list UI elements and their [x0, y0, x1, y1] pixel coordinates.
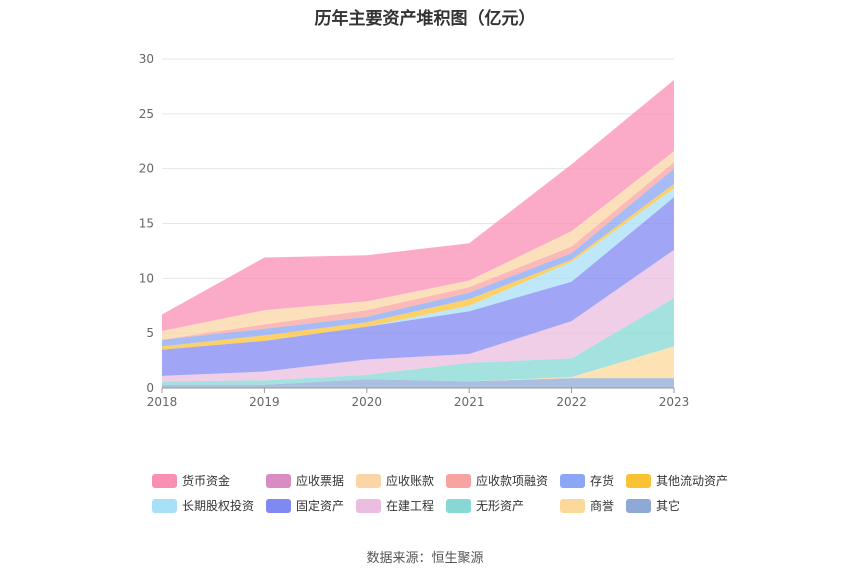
chart-legend: 货币资金 应收票据 应收账款 应收款项融资 存货 其他流动资产长期股权投资 固定资产 在建工程… [152, 472, 732, 514]
x-tick-label: 2018 [147, 395, 178, 409]
legend-swatch [626, 473, 651, 488]
area-series [162, 298, 674, 385]
legend-item[interactable]: 应收账款 [356, 472, 438, 489]
chart-title: 历年主要资产堆积图（亿元） [314, 9, 536, 29]
legend-label: 货币资金 [182, 474, 231, 488]
legend-swatch [356, 498, 381, 513]
x-tick-label: 2022 [556, 395, 587, 409]
area-series [162, 378, 674, 388]
stacked-area-chart: 0 5 10 15 20 25 30 2018 2019 2020 2021 2022 2023 [139, 52, 690, 409]
legend-label: 应收款项融资 [476, 474, 549, 488]
legend-label: 存货 [590, 474, 615, 488]
legend-label: 商誉 [590, 499, 615, 513]
area-series [162, 151, 674, 340]
legend-swatch [152, 498, 177, 513]
legend-swatch [152, 473, 177, 488]
y-tick-label: 5 [146, 326, 154, 340]
legend-item[interactable]: 应收票据 [266, 472, 348, 489]
legend-swatch [560, 498, 585, 513]
area-series [162, 188, 674, 350]
area-series [162, 168, 674, 347]
legend-label: 其他流动资产 [656, 474, 729, 488]
legend-item[interactable]: 长期股权投资 [152, 497, 258, 514]
legend-label: 其它 [656, 499, 681, 513]
area-series [162, 197, 674, 376]
legend-swatch [266, 473, 291, 488]
x-tick-label: 2021 [454, 395, 485, 409]
y-tick-label: 30 [139, 52, 154, 66]
y-tick-label: 20 [139, 162, 154, 176]
legend-label: 无形资产 [476, 499, 525, 513]
y-tick-label: 25 [139, 107, 154, 121]
y-tick-label: 0 [146, 381, 154, 395]
legend-item[interactable]: 在建工程 [356, 497, 438, 514]
legend-item[interactable]: 无形资产 [446, 497, 552, 514]
legend-item[interactable]: 其它 [626, 497, 732, 514]
legend-swatch [446, 473, 471, 488]
x-tick-label: 2020 [352, 395, 383, 409]
legend-label: 在建工程 [386, 499, 435, 513]
legend-item[interactable]: 商誉 [560, 497, 618, 514]
legend-label: 长期股权投资 [182, 499, 255, 513]
area-series [162, 162, 674, 340]
legend-item[interactable]: 固定资产 [266, 497, 348, 514]
legend-swatch [446, 498, 471, 513]
legend-item[interactable]: 其他流动资产 [626, 472, 732, 489]
area-series [162, 249, 674, 382]
x-tick-label: 2019 [249, 395, 280, 409]
area-series [162, 79, 674, 331]
legend-swatch [266, 498, 291, 513]
legend-item[interactable]: 货币资金 [152, 472, 258, 489]
y-tick-label: 10 [139, 271, 154, 285]
legend-item[interactable]: 存货 [560, 472, 618, 489]
legend-label: 应收账款 [386, 474, 435, 488]
x-tick-label: 2023 [659, 395, 690, 409]
legend-swatch [626, 498, 651, 513]
legend-label: 固定资产 [296, 499, 345, 513]
legend-label: 应收票据 [296, 474, 345, 488]
legend-item[interactable]: 应收款项融资 [446, 472, 552, 489]
legend-swatch [356, 473, 381, 488]
legend-swatch [560, 473, 585, 488]
data-source: 数据来源：恒生聚源 [366, 551, 484, 566]
y-tick-label: 15 [139, 217, 154, 231]
